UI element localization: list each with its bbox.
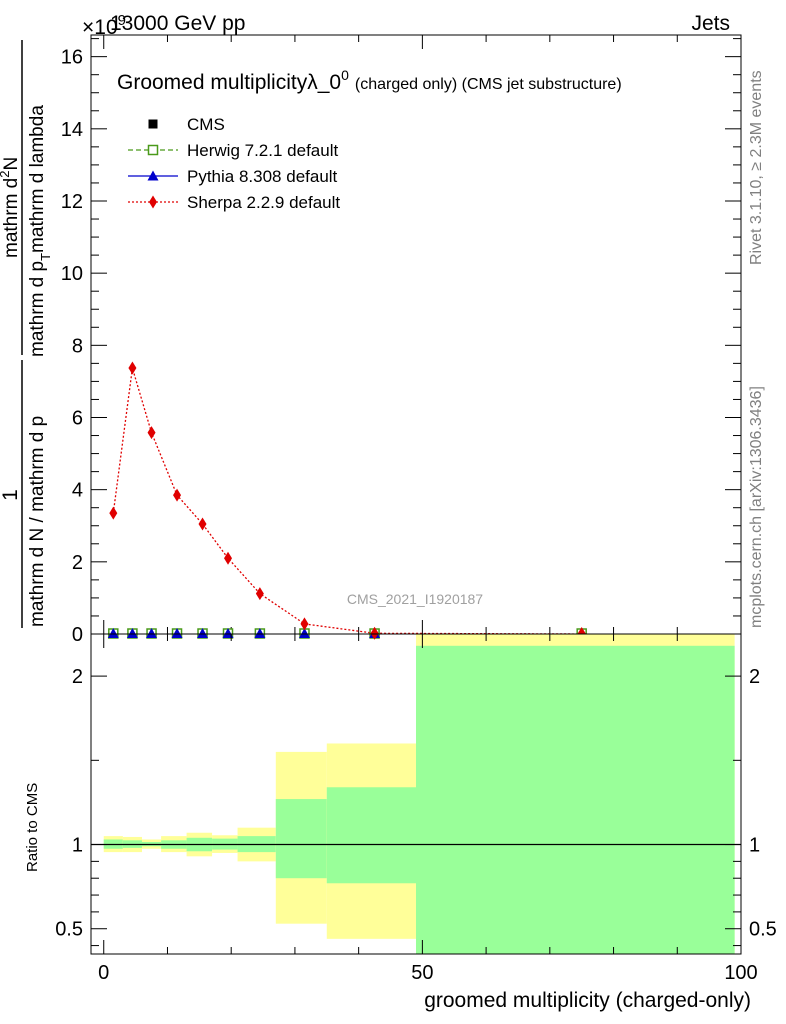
main-y-axis-label: 1 mathrm d N / mathrm d p mathrm d2N mat… <box>0 40 53 628</box>
pythia-point <box>197 628 209 638</box>
ratio-y-tick-label-right: 1 <box>749 835 760 857</box>
legend-label: Herwig 7.2.1 default <box>187 141 338 160</box>
legend-marker <box>147 144 159 156</box>
ratio-y-label: Ratio to CMS <box>24 783 41 872</box>
energy-label: 13000 GeV pp <box>110 12 245 35</box>
pythia-point <box>298 628 310 638</box>
sherpa-point <box>147 426 156 440</box>
main-y-tick-label: 2 <box>72 552 83 574</box>
ratio-y-tick-label-right: 2 <box>749 666 760 688</box>
main-y-tick-label: 6 <box>72 407 83 429</box>
main-y-tick-label: 14 <box>61 119 83 141</box>
sherpa-point <box>370 626 379 640</box>
legend-label: Sherpa 2.2.9 default <box>187 193 340 212</box>
svg-text:mathrm d N / mathrm d p: mathrm d N / mathrm d p <box>27 416 48 627</box>
legend-entry-herwig: Herwig 7.2.1 default <box>128 141 338 160</box>
main-y-tick-label: 16 <box>61 47 83 69</box>
ratio-y-tick-label: 0.5 <box>55 919 83 941</box>
watermark: CMS_2021_I1920187 <box>347 591 483 607</box>
y-exponent: ×109 <box>82 12 126 39</box>
sherpa-point <box>173 488 182 502</box>
sherpa-point <box>300 617 309 631</box>
pythia-point <box>126 628 138 638</box>
plot-title: Groomed multiplicityλ_00(charged only) (… <box>117 67 622 94</box>
legend-marker <box>147 170 159 181</box>
main-axis-ticks: 0 2 4 6 8 10 12 14 16 <box>61 35 742 646</box>
main-y-tick-label: 0 <box>72 624 83 646</box>
legend-entry-pythia: Pythia 8.308 default <box>128 167 338 186</box>
main-y-tick-label: 10 <box>61 263 83 285</box>
pythia-point <box>146 628 158 638</box>
svg-text:mathrm d pTmathrm d lambda: mathrm d pTmathrm d lambda <box>27 105 53 357</box>
ratio-y-tick-label: 2 <box>72 666 83 688</box>
legend-entry-cms: CMS <box>148 115 225 134</box>
legend-label: CMS <box>187 115 225 134</box>
sherpa-point <box>198 517 207 531</box>
sherpa-point <box>109 506 118 520</box>
legend-label: Pythia 8.308 default <box>187 167 338 186</box>
sherpa-point <box>224 551 233 565</box>
pythia-point <box>107 628 119 638</box>
ratio-y-tick-label: 1 <box>72 835 83 857</box>
mcplots-label: mcplots.cern.ch [arXiv:1306.3436] <box>748 386 765 628</box>
ratio-frame <box>90 633 742 955</box>
rivet-label: Rivet 3.1.10, ≥ 2.3M events <box>748 70 765 265</box>
sherpa-point <box>128 361 137 375</box>
x-tick-label: 50 <box>411 962 433 984</box>
pythia-point <box>171 628 183 638</box>
ratio-band-inner <box>326 787 416 884</box>
x-axis-label: groomed multiplicity (charged-only) <box>424 989 751 1012</box>
main-panel: 0 2 4 6 8 10 12 14 16 CMS_2021_I1920187 Groomed … <box>0 34 742 646</box>
legend: CMS Herwig 7.2.1 default Pythia 8.308 defa… <box>128 115 340 212</box>
ratio-bands <box>103 634 735 954</box>
main-y-tick-label: 8 <box>72 335 83 357</box>
svg-text:mathrm d2N: mathrm d2N <box>0 157 22 258</box>
x-tick-label: 0 <box>98 962 109 984</box>
sherpa-line <box>112 367 582 635</box>
ratio-y-tick-label-right: 0.5 <box>749 919 777 941</box>
legend-entry-sherpa: Sherpa 2.2.9 default <box>128 193 340 212</box>
ratio-band-inner <box>416 645 735 954</box>
sherpa-point <box>255 587 264 601</box>
ratio-band-inner <box>275 799 327 879</box>
process-label: Jets <box>691 12 730 35</box>
main-y-tick-label: 12 <box>61 191 83 213</box>
main-y-tick-label: 4 <box>72 480 83 502</box>
ratio-panel: 0.5 0.5 1 1 2 2 0 50 100 Ratio to CMS groomed mu… <box>24 633 777 1012</box>
svg-text:1: 1 <box>0 489 22 501</box>
legend-marker <box>149 195 157 209</box>
x-tick-label: 100 <box>724 962 757 984</box>
pythia-point <box>254 628 266 638</box>
legend-marker <box>148 119 158 129</box>
ratio-axis-ticks: 0.5 0.5 1 1 2 2 0 50 100 <box>55 634 777 984</box>
